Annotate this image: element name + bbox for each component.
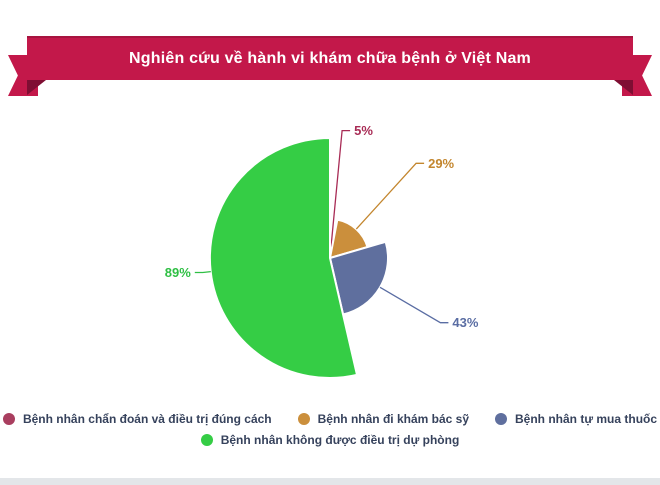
pie-value-label-0: 5% <box>354 123 373 138</box>
legend-dot-icon <box>297 413 310 425</box>
chart-legend: Bệnh nhân chẩn đoán và điều trị đúng các… <box>0 412 660 454</box>
pie-leader-line-1 <box>355 162 425 230</box>
legend-label: Bệnh nhân không được điều trị dự phòng <box>220 433 460 447</box>
page-edge-strip <box>0 478 660 485</box>
legend-label: Bệnh nhân đi khám bác sỹ <box>317 412 470 426</box>
pie-leader-line-3 <box>194 270 211 274</box>
ribbon-band: Nghiên cứu về hành vi khám chữa bệnh ở V… <box>27 36 633 80</box>
chart-title: Nghiên cứu về hành vi khám chữa bệnh ở V… <box>129 50 531 67</box>
legend-dot-icon <box>495 413 508 425</box>
pie-value-label-3: 89% <box>165 265 191 280</box>
legend-row-1: Bệnh nhân chẩn đoán và điều trị đúng các… <box>0 412 660 426</box>
pie-value-label-2: 43% <box>452 315 478 330</box>
legend-item-0: Bệnh nhân chẩn đoán và điều trị đúng các… <box>2 412 272 426</box>
legend-item-2: Bệnh nhân tự mua thuốc <box>495 412 657 426</box>
pie-leader-line-2 <box>379 286 449 324</box>
legend-label: Bệnh nhân tự mua thuốc <box>515 412 658 426</box>
pie-value-label-1: 29% <box>428 156 454 171</box>
title-ribbon: Nghiên cứu về hành vi khám chữa bệnh ở V… <box>0 36 660 98</box>
legend-item-3: Bệnh nhân không được điều trị dự phòng <box>200 433 460 447</box>
legend-item-1: Bệnh nhân đi khám bác sỹ <box>297 412 470 426</box>
legend-dot-icon <box>2 413 15 425</box>
legend-dot-icon <box>200 434 213 446</box>
pie-slice-2 <box>328 240 389 316</box>
legend-label: Bệnh nhân chẩn đoán và điều trị đúng các… <box>22 412 272 426</box>
legend-row-2: Bệnh nhân không được điều trị dự phòng <box>0 433 660 447</box>
pie-leader-line-0 <box>329 129 351 252</box>
